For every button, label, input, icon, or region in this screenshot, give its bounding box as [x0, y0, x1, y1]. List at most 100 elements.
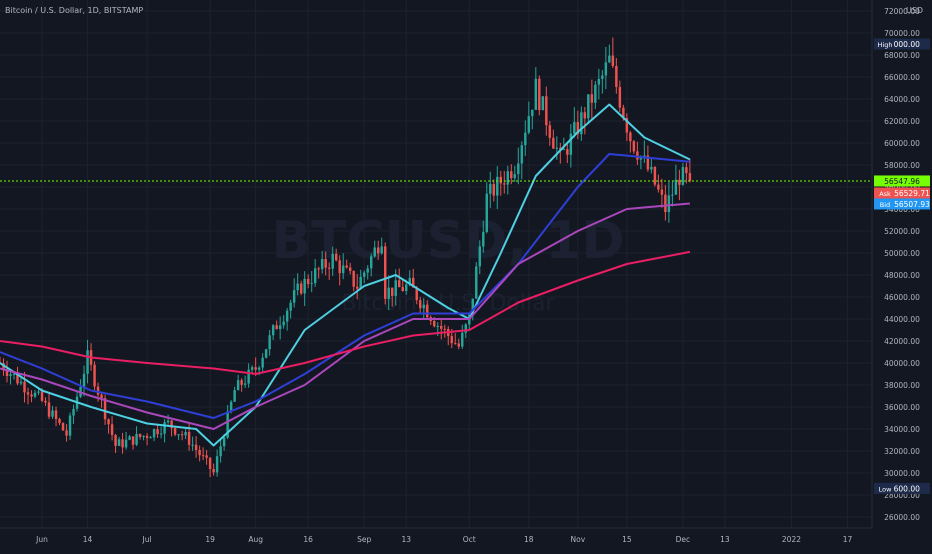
candle-body [61, 423, 65, 431]
candle-body [114, 435, 117, 446]
candle-body [681, 167, 685, 185]
candle-body [646, 155, 650, 170]
price-tick-label: 66000.00 [884, 73, 920, 82]
candle-body [608, 55, 611, 63]
price-tick-label: 72000.00 [884, 7, 920, 16]
candle-body [100, 394, 103, 399]
candle-body [278, 325, 282, 330]
candle-body [538, 78, 541, 111]
candle-body [688, 173, 692, 181]
candle-body [166, 420, 170, 423]
candle-body [415, 287, 418, 301]
price-tick-label: 30000.00 [884, 469, 920, 478]
candle-body [327, 267, 331, 269]
candle-body [464, 324, 467, 333]
candle-body [317, 268, 320, 270]
time-tick-label: Jul [142, 535, 152, 544]
candle-body [597, 78, 601, 85]
candle-body [485, 193, 489, 233]
ask-badge-value: 56529.71 [894, 189, 930, 198]
candle-body [128, 436, 131, 440]
candle-body [180, 434, 184, 436]
candle-body [580, 112, 583, 135]
low-badge-bg [874, 482, 930, 494]
candle-body [103, 398, 107, 420]
price-tick-label: 48000.00 [884, 271, 920, 280]
candle-body [450, 336, 453, 344]
candle-body [355, 286, 359, 289]
candle-body [639, 156, 643, 160]
candle-body [96, 386, 100, 395]
candle-body [275, 325, 278, 330]
time-tick-label: Nov [571, 535, 586, 544]
candle-body [625, 118, 629, 133]
candle-body [107, 419, 110, 425]
candle-body [362, 272, 366, 277]
candle-body [331, 253, 334, 269]
candle-body [555, 147, 559, 149]
time-tick-label: 14 [83, 535, 93, 544]
currency-label: USD [906, 6, 923, 15]
candle-body [583, 112, 587, 119]
candle-body [208, 457, 212, 469]
candle-body [566, 149, 569, 155]
candle-body [292, 290, 296, 303]
candle-body [243, 383, 247, 385]
candle-body [12, 373, 16, 375]
candle-body [191, 444, 194, 446]
candle-body [664, 194, 667, 213]
time-tick-label: 16 [303, 535, 313, 544]
price-tick-label: 46000.00 [884, 293, 920, 302]
candle-body [142, 435, 145, 438]
candle-body [341, 265, 345, 274]
candle-body [359, 276, 362, 289]
candle-body [482, 232, 485, 247]
candle-body [562, 149, 566, 151]
ask-badge-bg [874, 187, 930, 199]
candle-body [587, 94, 590, 119]
candle-body [149, 437, 152, 439]
candle-body [320, 259, 324, 270]
candle-body [33, 392, 37, 397]
candle-body [657, 184, 660, 190]
candle-body [254, 367, 257, 370]
candle-body [9, 374, 12, 376]
candle-body [513, 174, 517, 179]
candle-body [660, 189, 664, 195]
candle-body [611, 55, 615, 66]
candle-body [159, 433, 163, 435]
candle-body [282, 321, 285, 326]
candle-body [552, 137, 555, 149]
candle-body [222, 437, 226, 447]
candle-body [615, 65, 618, 87]
candle-body [510, 171, 513, 179]
time-tick-label: Sep [357, 535, 371, 544]
candle-body [170, 420, 173, 429]
bid-badge-bg [874, 198, 930, 210]
candle-body [475, 266, 478, 299]
high-badge-value: 69000.00 [884, 40, 920, 49]
price-axis[interactable] [872, 0, 932, 550]
candle-body [471, 298, 474, 315]
candle-body [72, 408, 75, 416]
time-tick-label: 2022 [782, 535, 801, 544]
candle-body [264, 349, 268, 358]
candle-body [117, 439, 121, 446]
moving-average-line [0, 202, 690, 430]
candle-body [338, 260, 341, 274]
candle-body [187, 432, 191, 445]
time-axis[interactable] [0, 528, 932, 550]
candle-body [524, 132, 527, 146]
time-tick-label: Dec [676, 535, 691, 544]
candle-body [240, 380, 243, 385]
candle-body [667, 195, 671, 213]
price-tick-label: 60000.00 [884, 139, 920, 148]
candle-body [632, 141, 636, 152]
candle-body [250, 367, 254, 370]
watermark-symbol: BTCUSD, 1D [271, 211, 624, 271]
candle-body [44, 400, 47, 403]
candle-body [383, 246, 387, 299]
candle-body [233, 390, 236, 402]
